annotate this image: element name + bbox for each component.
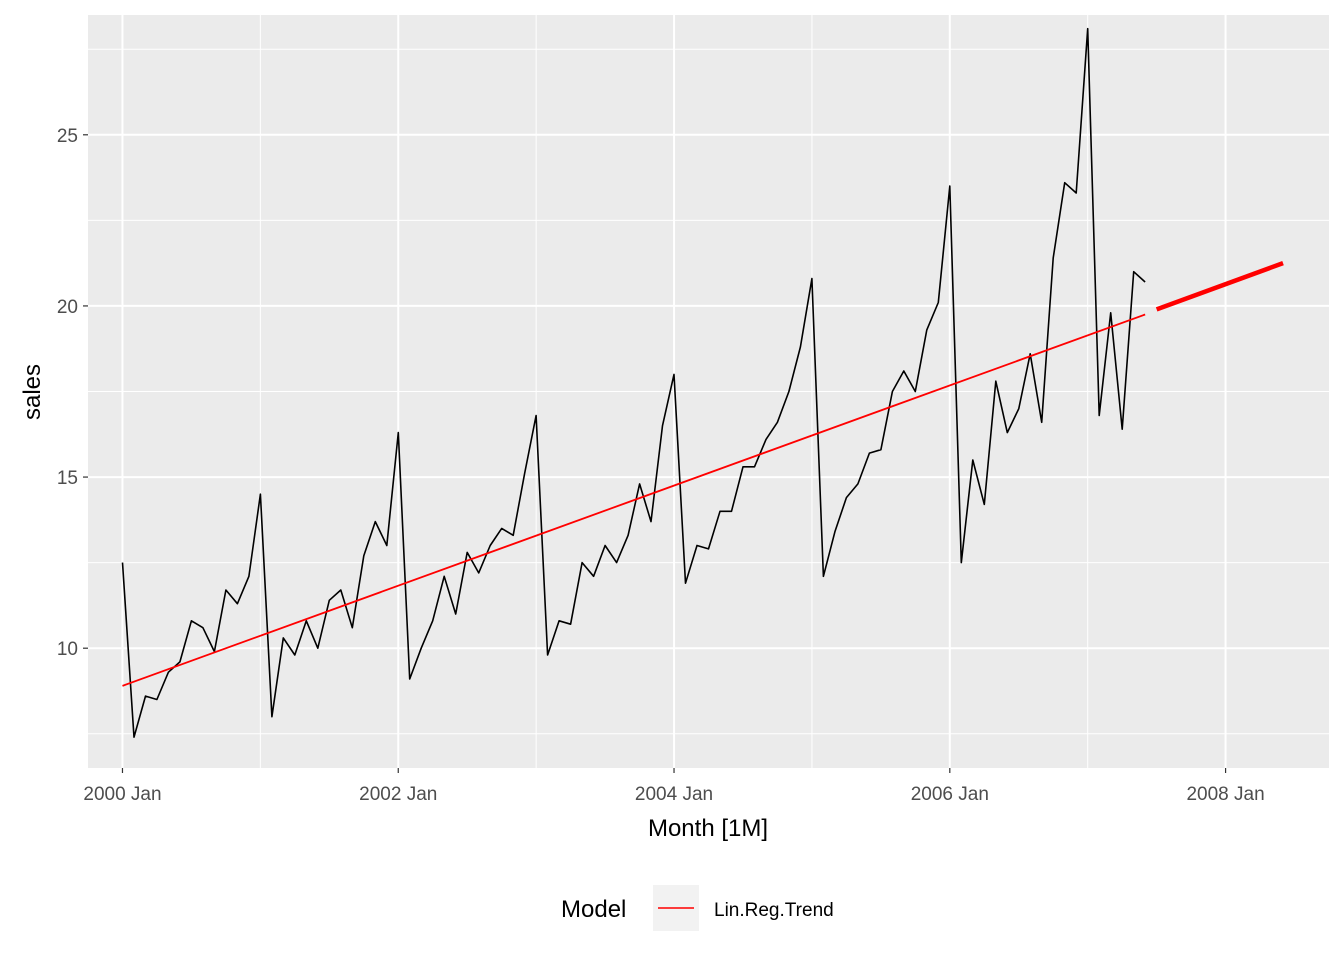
y-tick-label: 15 xyxy=(57,468,78,489)
x-tick-label: 2008 Jan xyxy=(1186,784,1264,805)
y-tick-label: 25 xyxy=(57,126,78,147)
trend-forecast-line xyxy=(1155,261,1284,312)
x-axis-title: Month [1M] xyxy=(648,815,768,842)
x-tick-label: 2004 Jan xyxy=(635,784,713,805)
legend-title: Model xyxy=(561,896,626,923)
y-axis-title: sales xyxy=(19,364,46,420)
y-axis-ticks: 10 15 20 25 xyxy=(57,126,88,660)
x-tick-label: 2000 Jan xyxy=(83,784,161,805)
legend: Model Lin.Reg.Trend xyxy=(561,885,834,931)
x-axis-ticks: 2000 Jan 2002 Jan 2004 Jan 2006 Jan 2008 Jan xyxy=(83,768,1265,805)
trend-fitted-line xyxy=(122,313,1146,687)
legend-label-lin-reg-trend: Lin.Reg.Trend xyxy=(714,900,834,921)
x-tick-label: 2006 Jan xyxy=(911,784,989,805)
y-tick-label: 10 xyxy=(57,639,78,660)
series-layer xyxy=(121,27,1284,739)
major-gridlines xyxy=(88,15,1329,768)
minor-gridlines xyxy=(88,15,1329,768)
y-tick-label: 20 xyxy=(57,297,78,318)
x-tick-label: 2002 Jan xyxy=(359,784,437,805)
sales-series-line xyxy=(121,27,1146,739)
